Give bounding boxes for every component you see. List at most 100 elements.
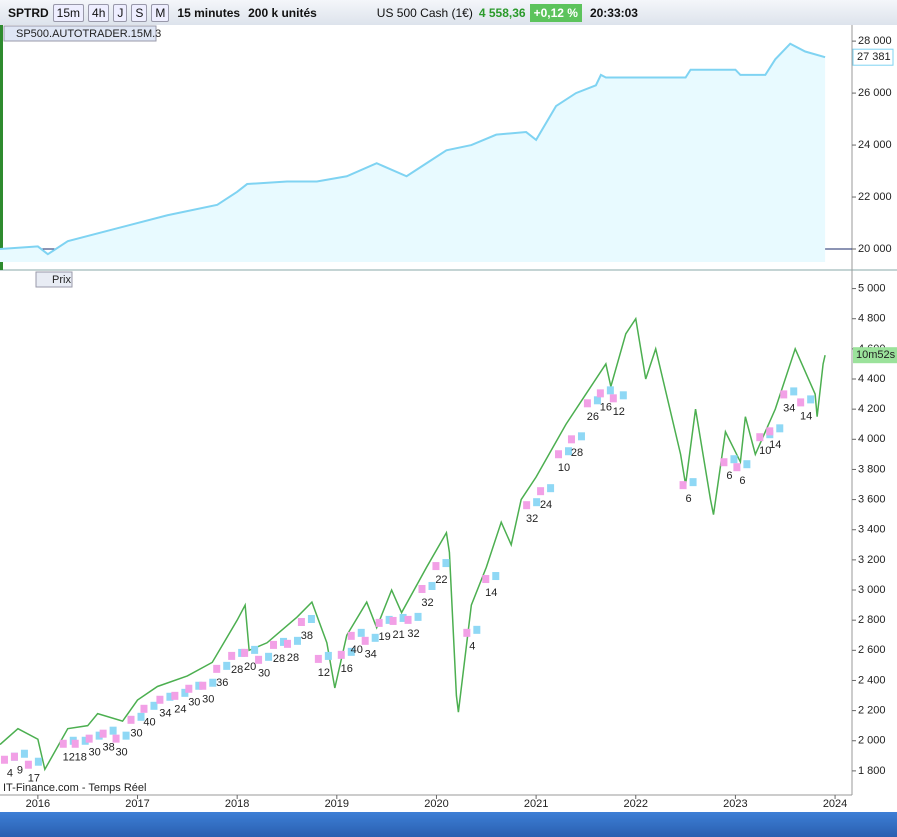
trade-label: 21 [392, 629, 404, 641]
y-tick-label: 1 800 [858, 765, 886, 777]
trade-label: 28 [273, 653, 285, 665]
period-button[interactable]: M [151, 3, 170, 22]
symbol[interactable]: SPTRD [8, 5, 49, 20]
price: 4 558,36 [478, 5, 526, 20]
trade-arrow [280, 637, 288, 646]
trade-label: 20 [244, 661, 256, 673]
trade-label: 30 [202, 694, 214, 706]
trade-arrow [71, 739, 79, 748]
trade-label: 30 [115, 747, 127, 759]
trade-arrow [606, 386, 614, 395]
trade-arrow [307, 614, 315, 623]
trade-label: 17 [28, 773, 40, 785]
trade-label: 18 [75, 752, 87, 764]
x-tick-label: 2021 [524, 798, 548, 810]
trade-arrow [270, 640, 278, 649]
trade-arrow [251, 645, 259, 654]
trade-arrow [432, 562, 440, 571]
trade-arrow [265, 652, 273, 661]
trade-arrow [492, 572, 500, 581]
period-button[interactable]: J [113, 3, 128, 22]
trade-label: 38 [102, 742, 114, 754]
trade-arrow [743, 460, 751, 469]
trade-label: 22 [435, 574, 447, 586]
trade-label: 28 [571, 447, 583, 459]
instrument: US 500 Cash (1€) [376, 5, 473, 20]
y-tick-label: 2 200 [858, 705, 886, 717]
trade-label: 14 [485, 587, 497, 599]
trade-label: 10 [759, 445, 771, 457]
x-tick-label: 2017 [125, 798, 149, 810]
trade-label: 6 [686, 493, 692, 505]
trade-arrow [357, 628, 365, 637]
y-tick-label: 3 000 [858, 584, 886, 596]
value-tag [852, 48, 894, 66]
trade-label: 12 [318, 667, 330, 679]
trade-arrow [766, 427, 774, 436]
trade-arrow [733, 463, 741, 472]
trade-arrow [337, 650, 345, 659]
change: +0,12 % [529, 3, 582, 22]
trade-arrow [593, 396, 601, 405]
y-tick-label: 4 800 [858, 313, 886, 325]
trade-label: 40 [351, 644, 363, 656]
indicator-label-box [3, 25, 157, 42]
trade-arrow [679, 481, 687, 490]
trade-arrow [776, 424, 784, 433]
trade-arrow [156, 695, 164, 704]
trade-label: 30 [130, 728, 142, 740]
trade-label: 19 [379, 631, 391, 643]
trade-arrow [797, 398, 805, 407]
y-tick-label: 4 400 [858, 373, 886, 385]
trade-arrow [255, 655, 263, 664]
trade-arrow [228, 651, 236, 660]
trade-arrow [59, 739, 67, 748]
trade-label: 32 [526, 513, 538, 525]
y-tick-label: 2 600 [858, 644, 886, 656]
toolbar: SPTRD 15m 4h J S M 15 minutes 200 k unit… [0, 0, 897, 26]
trade-label: 32 [407, 628, 419, 640]
trade-arrow [537, 487, 545, 496]
trade-arrow [209, 678, 217, 687]
y-tick-label: 2 000 [858, 735, 886, 747]
price-tag [853, 347, 897, 364]
period-button[interactable]: 4h [88, 3, 110, 22]
trade-label: 6 [739, 475, 745, 487]
period-button[interactable]: 15m [52, 3, 85, 22]
trade-arrow [10, 752, 18, 761]
y-tick-label: 3 600 [858, 493, 886, 505]
trade-label: 34 [365, 649, 377, 661]
trade-arrow [414, 612, 422, 621]
trade-arrow [199, 681, 207, 690]
trade-arrow [609, 394, 617, 403]
trade-arrow [533, 498, 541, 507]
trade-arrow [293, 636, 301, 645]
trade-arrow [324, 651, 332, 660]
y-tick-label: 24 000 [858, 139, 892, 151]
units[interactable]: 200 k unités [248, 5, 317, 20]
y-tick-label: 22 000 [858, 191, 892, 203]
period-button[interactable]: S [131, 3, 148, 22]
trade-arrow [473, 625, 481, 634]
trade-arrow [790, 387, 798, 396]
trade-arrow [181, 688, 189, 697]
trade-arrow [241, 648, 249, 657]
trade-arrow [720, 458, 728, 467]
trade-label: 9 [17, 765, 23, 777]
trade-arrow [807, 395, 815, 404]
trade-label: 40 [143, 717, 155, 729]
y-tick-label: 20 000 [858, 243, 892, 255]
trade-arrow [137, 712, 145, 721]
trade-arrow [347, 647, 355, 656]
trade-arrow [555, 450, 563, 459]
timeframe[interactable]: 15 minutes [177, 5, 241, 20]
trade-label: 30 [258, 668, 270, 680]
trade-arrow [442, 559, 450, 568]
trade-label: 32 [421, 597, 433, 609]
panel-button[interactable] [35, 271, 73, 288]
trade-label: 30 [89, 747, 101, 759]
trade-arrow [0, 755, 8, 764]
trade-label: 34 [159, 708, 171, 720]
trade-label: 38 [301, 630, 313, 642]
